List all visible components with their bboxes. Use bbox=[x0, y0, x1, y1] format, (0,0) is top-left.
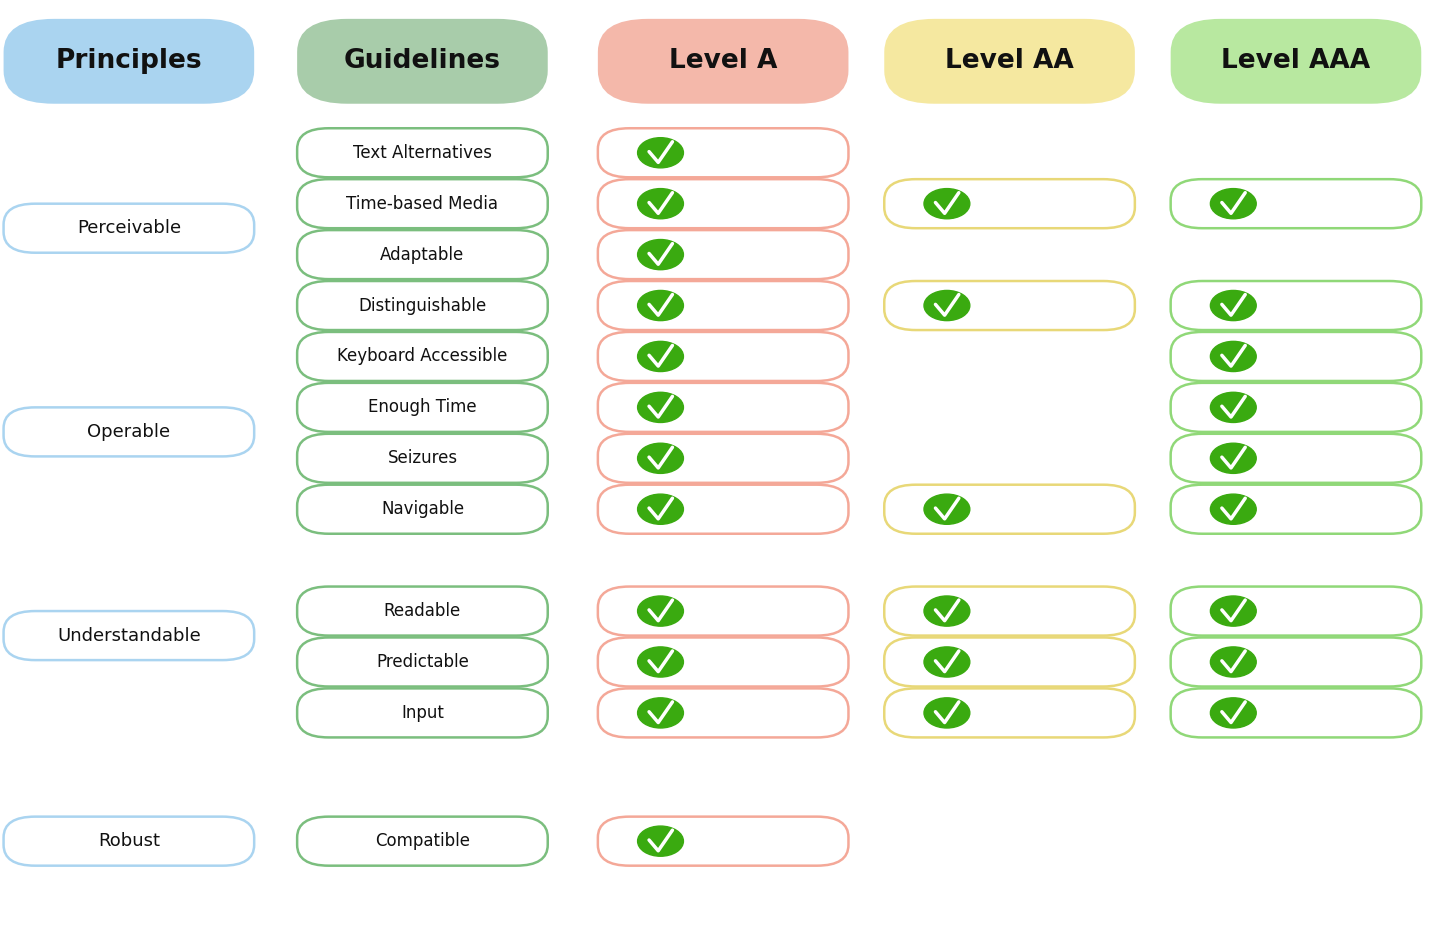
Text: Guidelines: Guidelines bbox=[344, 48, 501, 74]
Text: Text Alternatives: Text Alternatives bbox=[352, 143, 493, 162]
Circle shape bbox=[1210, 647, 1256, 677]
FancyBboxPatch shape bbox=[599, 230, 848, 279]
Text: Compatible: Compatible bbox=[375, 832, 470, 851]
FancyBboxPatch shape bbox=[599, 434, 848, 483]
Circle shape bbox=[924, 290, 969, 321]
Text: Level A: Level A bbox=[669, 48, 778, 74]
Text: Operable: Operable bbox=[87, 422, 170, 441]
FancyBboxPatch shape bbox=[1171, 637, 1421, 687]
FancyBboxPatch shape bbox=[298, 19, 547, 104]
Circle shape bbox=[637, 138, 683, 168]
Text: Adaptable: Adaptable bbox=[381, 245, 464, 264]
FancyBboxPatch shape bbox=[4, 407, 255, 456]
FancyBboxPatch shape bbox=[599, 637, 848, 687]
Text: Level AAA: Level AAA bbox=[1221, 48, 1370, 74]
FancyBboxPatch shape bbox=[4, 19, 255, 104]
FancyBboxPatch shape bbox=[4, 204, 255, 253]
FancyBboxPatch shape bbox=[1171, 19, 1421, 104]
Text: Keyboard Accessible: Keyboard Accessible bbox=[338, 347, 507, 366]
FancyBboxPatch shape bbox=[1171, 434, 1421, 483]
FancyBboxPatch shape bbox=[884, 688, 1134, 737]
Circle shape bbox=[637, 647, 683, 677]
FancyBboxPatch shape bbox=[599, 332, 848, 381]
Circle shape bbox=[1210, 341, 1256, 372]
Circle shape bbox=[1210, 596, 1256, 626]
FancyBboxPatch shape bbox=[599, 383, 848, 432]
FancyBboxPatch shape bbox=[884, 485, 1134, 534]
Circle shape bbox=[637, 392, 683, 422]
FancyBboxPatch shape bbox=[1171, 332, 1421, 381]
Circle shape bbox=[637, 341, 683, 372]
FancyBboxPatch shape bbox=[884, 179, 1134, 228]
FancyBboxPatch shape bbox=[298, 179, 547, 228]
Text: Readable: Readable bbox=[384, 602, 461, 620]
Circle shape bbox=[637, 698, 683, 728]
FancyBboxPatch shape bbox=[298, 128, 547, 177]
Circle shape bbox=[637, 290, 683, 321]
FancyBboxPatch shape bbox=[1171, 587, 1421, 636]
Text: Input: Input bbox=[401, 703, 444, 722]
FancyBboxPatch shape bbox=[599, 179, 848, 228]
Text: Predictable: Predictable bbox=[377, 653, 468, 671]
Circle shape bbox=[924, 189, 969, 219]
FancyBboxPatch shape bbox=[298, 688, 547, 737]
FancyBboxPatch shape bbox=[298, 434, 547, 483]
Circle shape bbox=[637, 240, 683, 270]
Circle shape bbox=[1210, 392, 1256, 422]
FancyBboxPatch shape bbox=[298, 230, 547, 279]
Circle shape bbox=[1210, 698, 1256, 728]
Circle shape bbox=[1210, 494, 1256, 524]
Circle shape bbox=[924, 698, 969, 728]
Text: Navigable: Navigable bbox=[381, 500, 464, 519]
FancyBboxPatch shape bbox=[1171, 179, 1421, 228]
FancyBboxPatch shape bbox=[599, 19, 848, 104]
Circle shape bbox=[637, 189, 683, 219]
FancyBboxPatch shape bbox=[4, 611, 255, 660]
Circle shape bbox=[924, 494, 969, 524]
FancyBboxPatch shape bbox=[298, 383, 547, 432]
FancyBboxPatch shape bbox=[599, 688, 848, 737]
FancyBboxPatch shape bbox=[298, 485, 547, 534]
Text: Enough Time: Enough Time bbox=[368, 398, 477, 417]
FancyBboxPatch shape bbox=[884, 637, 1134, 687]
Text: Robust: Robust bbox=[97, 832, 160, 851]
FancyBboxPatch shape bbox=[298, 637, 547, 687]
Circle shape bbox=[1210, 443, 1256, 473]
FancyBboxPatch shape bbox=[1171, 485, 1421, 534]
FancyBboxPatch shape bbox=[599, 128, 848, 177]
Text: Time-based Media: Time-based Media bbox=[347, 194, 498, 213]
Text: Level AA: Level AA bbox=[945, 48, 1074, 74]
FancyBboxPatch shape bbox=[599, 587, 848, 636]
FancyBboxPatch shape bbox=[298, 332, 547, 381]
Text: Seizures: Seizures bbox=[388, 449, 457, 468]
Circle shape bbox=[637, 443, 683, 473]
Text: Understandable: Understandable bbox=[57, 626, 200, 645]
FancyBboxPatch shape bbox=[599, 281, 848, 330]
FancyBboxPatch shape bbox=[599, 485, 848, 534]
FancyBboxPatch shape bbox=[298, 281, 547, 330]
FancyBboxPatch shape bbox=[298, 587, 547, 636]
Circle shape bbox=[637, 826, 683, 856]
Text: Distinguishable: Distinguishable bbox=[358, 296, 487, 315]
Circle shape bbox=[924, 647, 969, 677]
Text: Principles: Principles bbox=[56, 48, 202, 74]
FancyBboxPatch shape bbox=[1171, 383, 1421, 432]
FancyBboxPatch shape bbox=[599, 817, 848, 866]
Text: Perceivable: Perceivable bbox=[77, 219, 180, 238]
Circle shape bbox=[1210, 189, 1256, 219]
FancyBboxPatch shape bbox=[4, 817, 255, 866]
Circle shape bbox=[924, 596, 969, 626]
Circle shape bbox=[637, 494, 683, 524]
FancyBboxPatch shape bbox=[884, 587, 1134, 636]
FancyBboxPatch shape bbox=[1171, 688, 1421, 737]
FancyBboxPatch shape bbox=[884, 281, 1134, 330]
FancyBboxPatch shape bbox=[1171, 281, 1421, 330]
FancyBboxPatch shape bbox=[298, 817, 547, 866]
Circle shape bbox=[1210, 290, 1256, 321]
Circle shape bbox=[637, 596, 683, 626]
FancyBboxPatch shape bbox=[884, 19, 1134, 104]
